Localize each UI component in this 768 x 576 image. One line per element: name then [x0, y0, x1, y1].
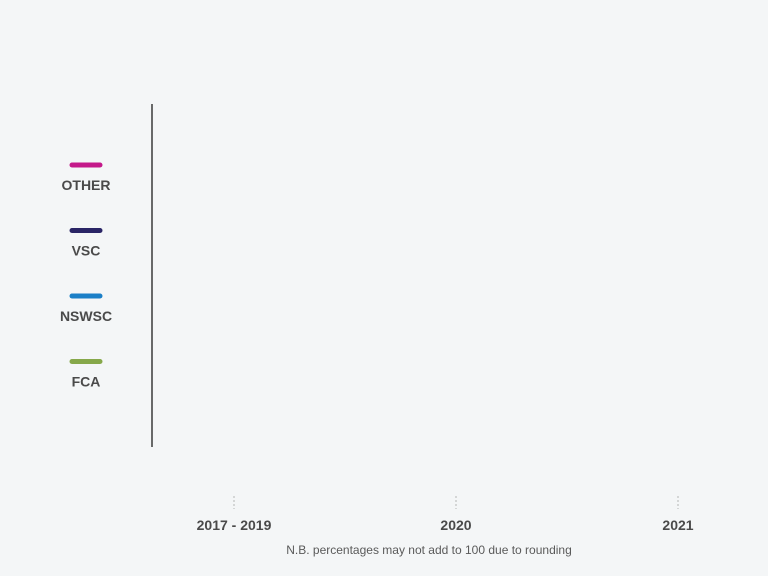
- legend-label: VSC: [72, 243, 101, 259]
- x-tick-label: 2020: [440, 517, 471, 533]
- legend-item-vsc: VSC: [69, 228, 103, 259]
- legend-label: FCA: [72, 374, 101, 390]
- x-tick-label: 2021: [662, 517, 693, 533]
- legend-item-other: OTHER: [62, 162, 111, 193]
- legend-item-fca: FCA: [69, 359, 103, 390]
- footnote: N.B. percentages may not add to 100 due …: [286, 543, 572, 557]
- legend-label: OTHER: [62, 177, 111, 193]
- legend-item-nswsc: NSWSC: [60, 293, 112, 324]
- x-axis: 2017 - 2019 2020 2021: [197, 496, 694, 533]
- legend: OTHER VSC NSWSC FCA: [60, 162, 112, 390]
- x-tick-label: 2017 - 2019: [197, 517, 272, 533]
- legend-label: NSWSC: [60, 308, 112, 324]
